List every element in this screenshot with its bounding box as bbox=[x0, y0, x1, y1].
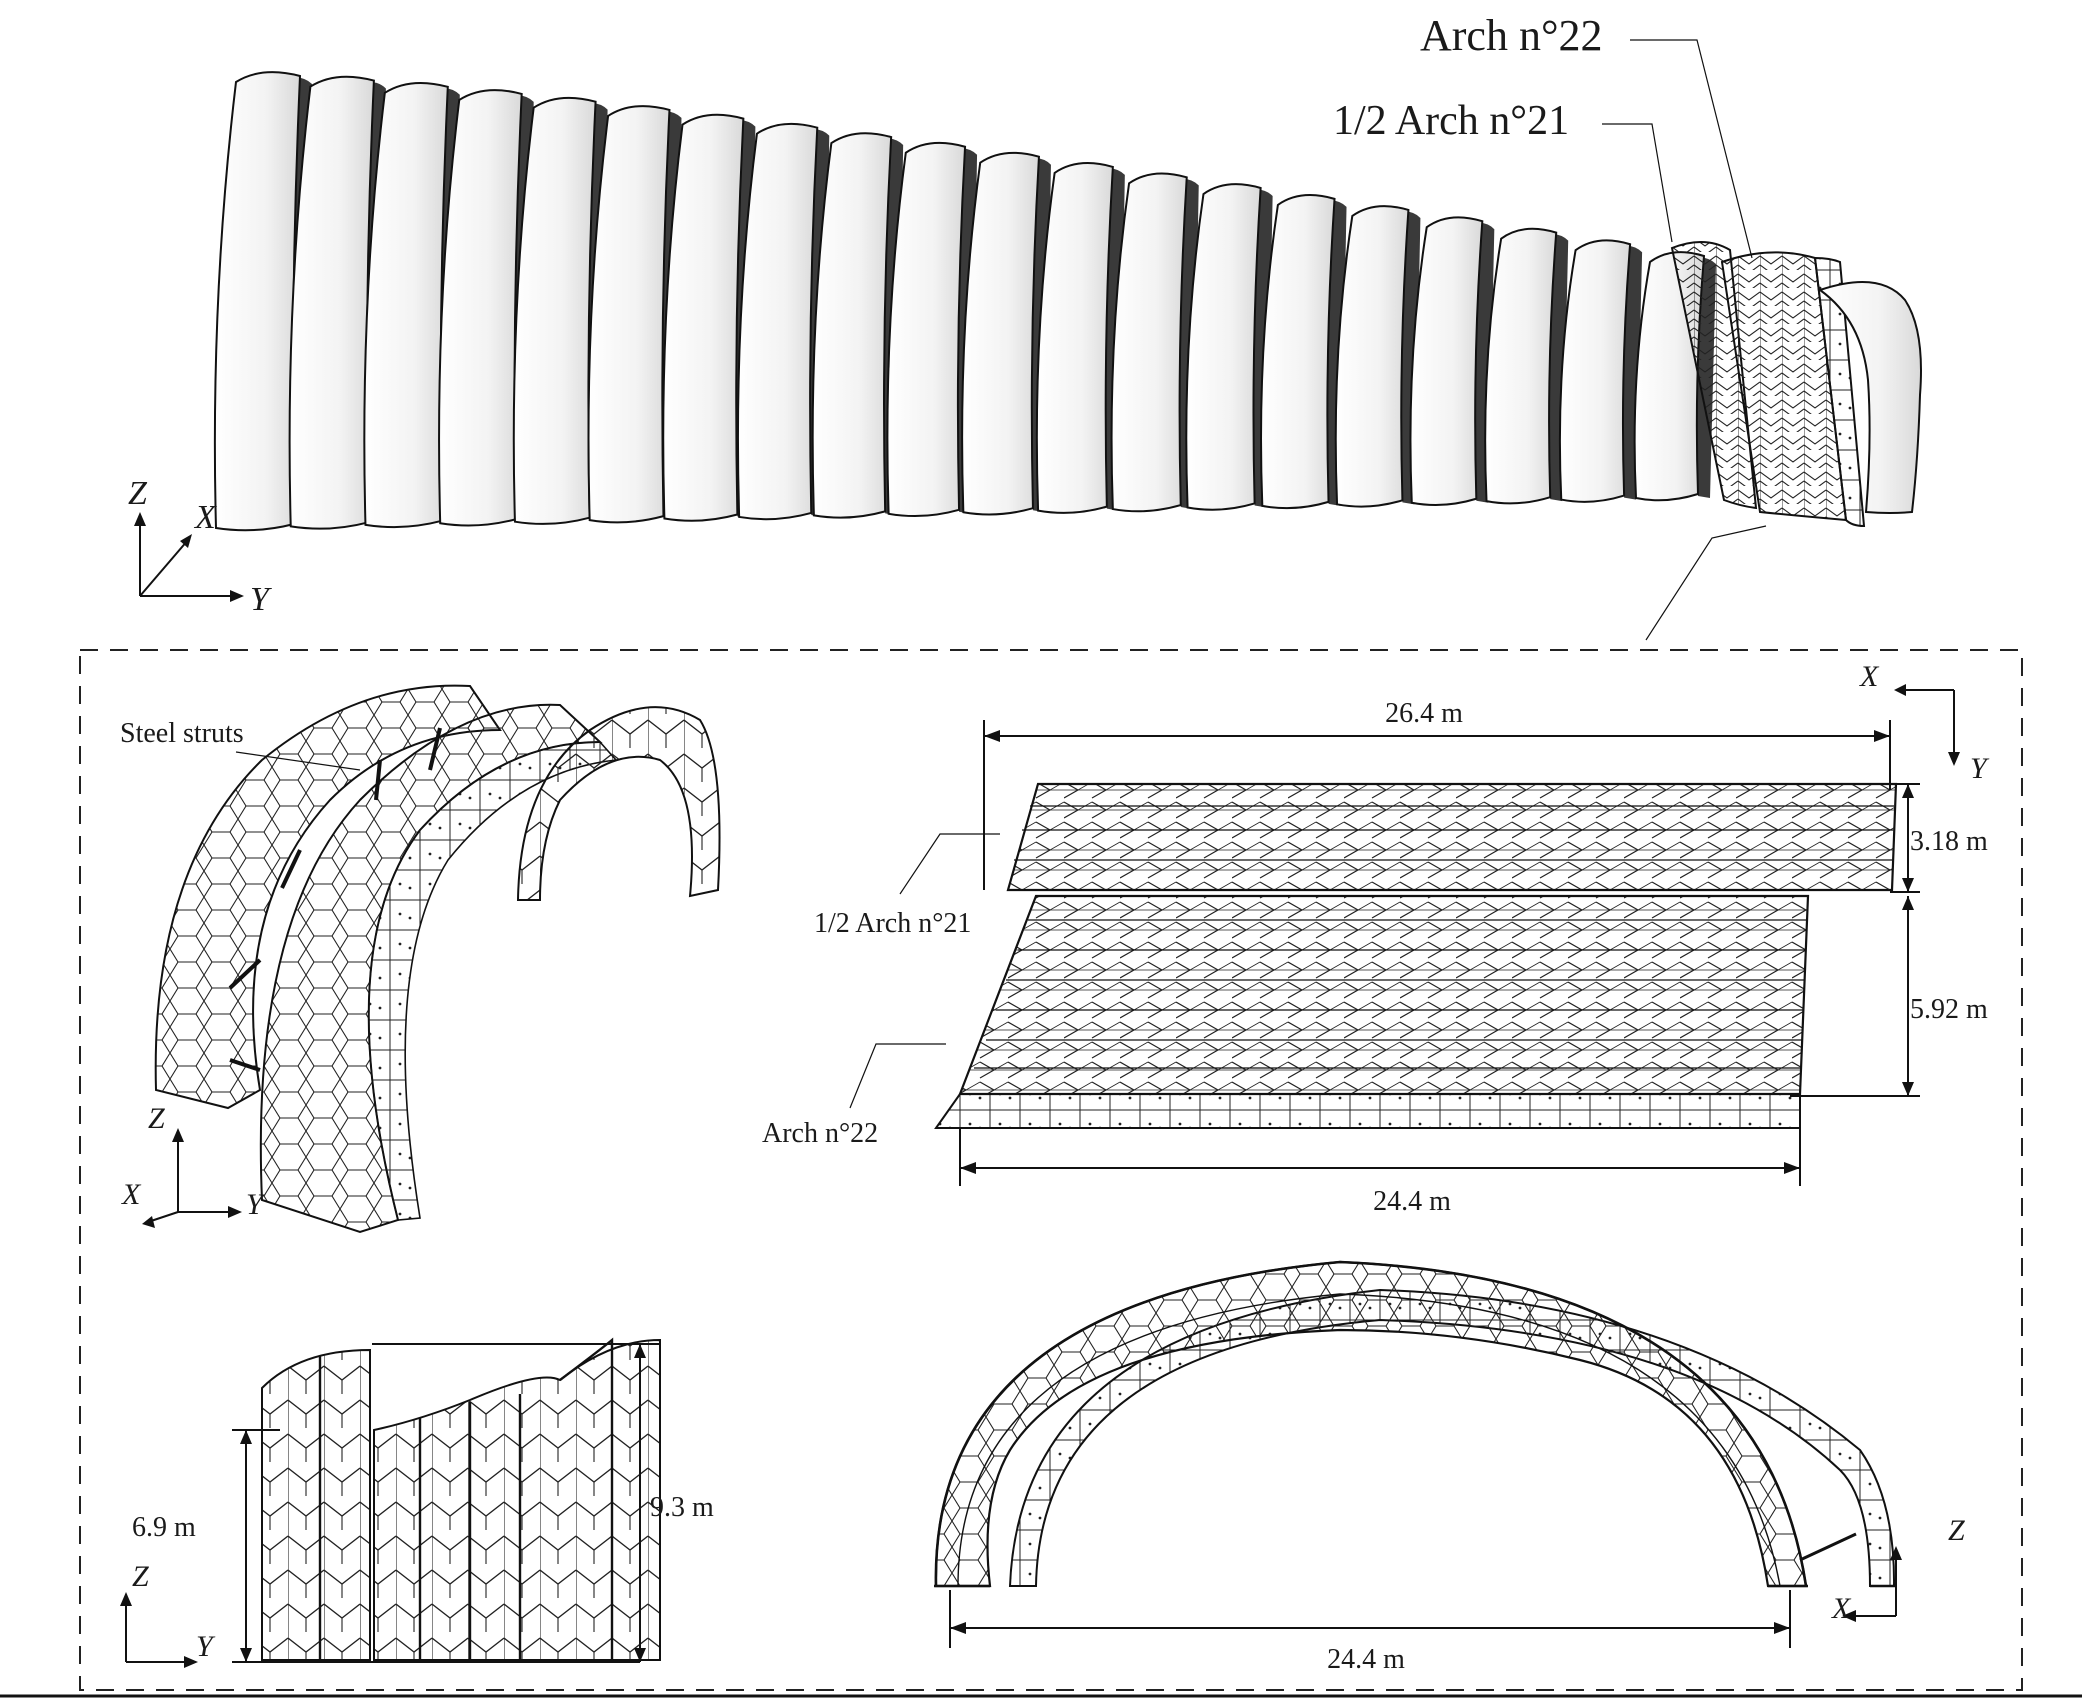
dim-label-24-4-plan: 24.4 m bbox=[1373, 1186, 1451, 1217]
arch-segment bbox=[1035, 162, 1114, 514]
detailed-arch-22 bbox=[1720, 251, 1866, 528]
leader-half-arch21-top bbox=[1602, 123, 1673, 243]
dim-label-24-4-front: 24.4 m bbox=[1327, 1644, 1405, 1675]
arch-segment bbox=[811, 132, 893, 519]
arch-sequence bbox=[213, 71, 1716, 532]
arch-segment bbox=[736, 122, 819, 521]
arch-segment bbox=[1484, 227, 1558, 505]
side-view bbox=[261, 1337, 661, 1661]
dim-label-5-92: 5.92 m bbox=[1910, 994, 1988, 1025]
callout-half-arch21-top: 1/2 Arch n°21 bbox=[1333, 98, 1569, 144]
arch-segment bbox=[1334, 205, 1410, 508]
axis-x-iso: X bbox=[121, 1178, 142, 1211]
leader-half-arch21-plan bbox=[899, 833, 1000, 895]
axis-x-front: X bbox=[1831, 1592, 1852, 1625]
axes-plan-view: X Y bbox=[1859, 660, 1990, 785]
plan-view bbox=[934, 782, 1898, 1129]
leader-steel-struts bbox=[235, 751, 361, 771]
axes-side-view: Z Y bbox=[120, 1560, 216, 1668]
dim-plan-bottom-width: 24.4 m bbox=[959, 1128, 1801, 1217]
axis-y-plan: Y bbox=[1970, 752, 1990, 785]
arch-segment bbox=[1260, 194, 1336, 510]
callout-arch22-top: Arch n°22 bbox=[1420, 11, 1603, 60]
arch-segment bbox=[886, 141, 967, 518]
front-view bbox=[934, 1260, 1896, 1588]
dim-label-3-18: 3.18 m bbox=[1910, 826, 1988, 857]
axis-z-front: Z bbox=[1948, 1514, 1965, 1547]
arch-segment bbox=[213, 71, 302, 532]
callout-half-arch21-plan: 1/2 Arch n°21 bbox=[814, 908, 971, 939]
detail-box bbox=[79, 649, 2023, 1691]
axes-front-view: Z X bbox=[1831, 1514, 1965, 1625]
axis-z-top: Z bbox=[128, 475, 148, 512]
callout-arch22-plan: Arch n°22 bbox=[762, 1118, 878, 1149]
dim-label-26-4: 26.4 m bbox=[1385, 698, 1463, 729]
iso-view bbox=[154, 684, 721, 1234]
axis-y-iso: Y bbox=[246, 1188, 266, 1221]
dim-front-span: 24.4 m bbox=[949, 1590, 1791, 1675]
dim-side-heights: 6.9 m 9.3 m bbox=[132, 1343, 714, 1663]
arch-segment bbox=[1110, 172, 1188, 513]
dim-label-6-9: 6.9 m bbox=[132, 1512, 196, 1543]
arch-segment bbox=[1558, 239, 1632, 503]
axis-x-plan: X bbox=[1859, 660, 1880, 693]
axis-z-iso: Z bbox=[148, 1102, 165, 1135]
leader-arch22-plan bbox=[849, 1043, 946, 1109]
dim-label-9-3: 9.3 m bbox=[650, 1492, 714, 1523]
leader-arch22-top bbox=[1630, 39, 1753, 259]
arch-segment bbox=[1409, 216, 1484, 506]
detail-link-line bbox=[1645, 525, 1767, 641]
callout-steel-struts: Steel struts bbox=[120, 718, 244, 749]
axis-y-side: Y bbox=[196, 1630, 216, 1663]
arch-segment bbox=[1185, 183, 1262, 511]
arch-segment bbox=[662, 113, 745, 522]
end-arch bbox=[1817, 281, 1922, 514]
arch-segment bbox=[961, 151, 1040, 516]
axes-iso-view: Z X Y bbox=[121, 1102, 266, 1228]
axis-x-top: X bbox=[193, 499, 217, 536]
dim-plan-top-width: 26.4 m bbox=[983, 698, 1891, 890]
axis-y-top: Y bbox=[250, 581, 272, 618]
axes-top-view: Z X Y bbox=[128, 475, 272, 618]
axis-z-side: Z bbox=[132, 1560, 149, 1593]
dim-plan-depths: 3.18 m 5.92 m bbox=[1790, 783, 1988, 1097]
